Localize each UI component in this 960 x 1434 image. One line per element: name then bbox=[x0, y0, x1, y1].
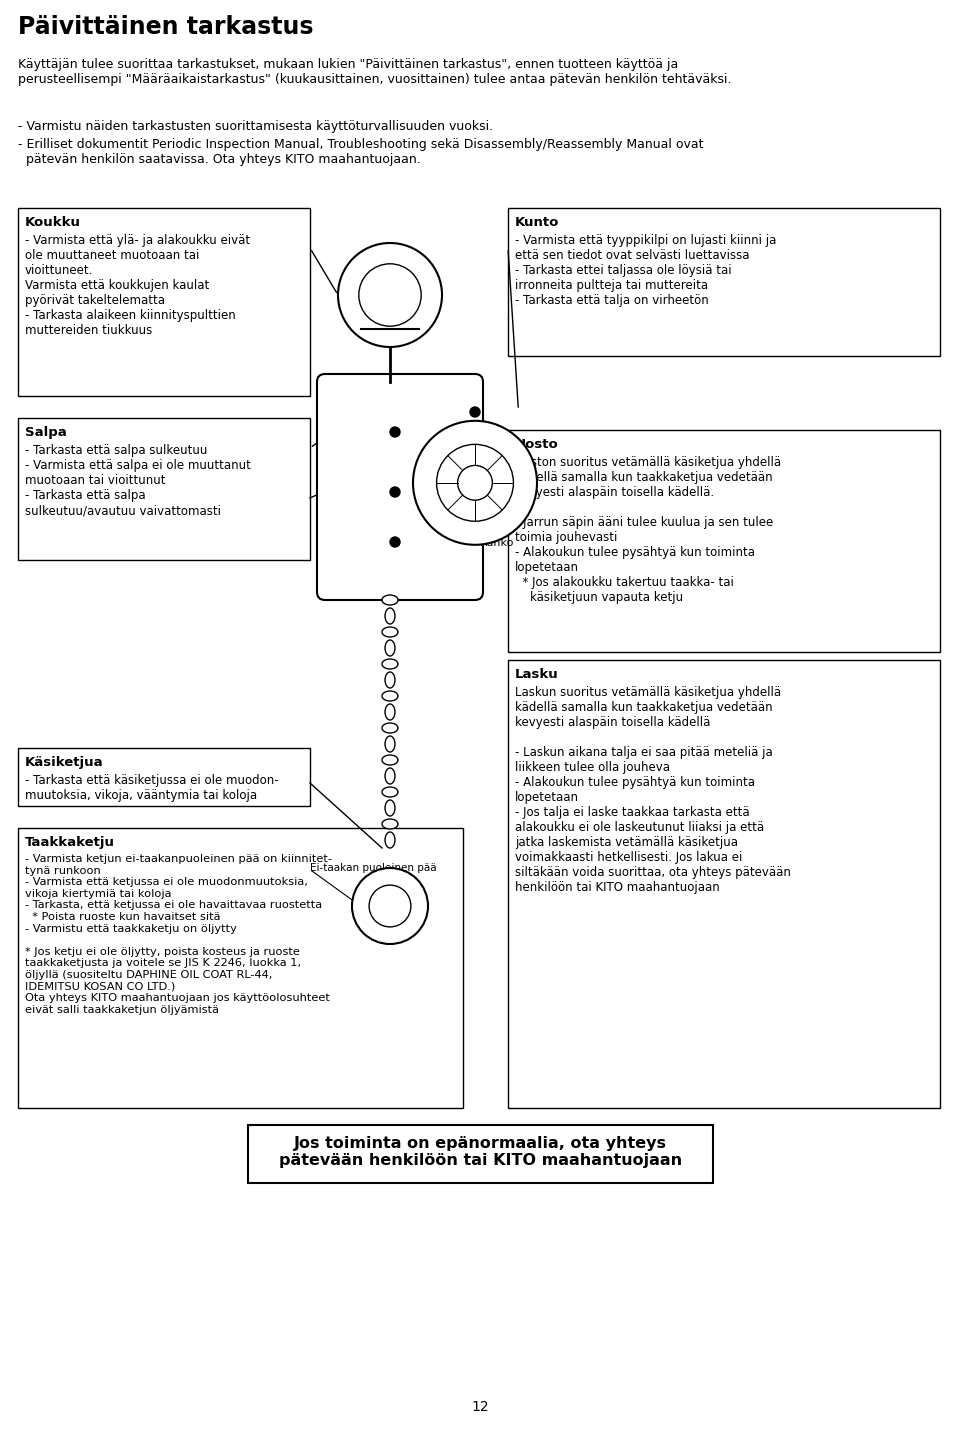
Text: Runko: Runko bbox=[480, 538, 515, 548]
Text: Taakkaketju: Taakkaketju bbox=[25, 836, 115, 849]
Bar bbox=[18, 749, 310, 806]
Text: - Erilliset dokumentit Periodic Inspection Manual, Troubleshooting sekä Disassem: - Erilliset dokumentit Periodic Inspecti… bbox=[18, 138, 704, 166]
Text: Kunto: Kunto bbox=[515, 217, 560, 229]
Text: Käyttäjän tulee suorittaa tarkastukset, mukaan lukien "Päivittäinen tarkastus", : Käyttäjän tulee suorittaa tarkastukset, … bbox=[18, 57, 732, 86]
Circle shape bbox=[390, 488, 400, 498]
Text: - Tarkasta että salpa sulkeutuu
- Varmista että salpa ei ole muuttanut
muotoaan : - Tarkasta että salpa sulkeutuu - Varmis… bbox=[25, 445, 251, 518]
Text: Jos toiminta on epänormaalia, ota yhteys
pätevään henkilöön tai KITO maahantuoja: Jos toiminta on epänormaalia, ota yhteys… bbox=[279, 1136, 682, 1169]
FancyBboxPatch shape bbox=[317, 374, 483, 599]
Ellipse shape bbox=[385, 832, 395, 847]
Ellipse shape bbox=[382, 723, 398, 733]
Circle shape bbox=[359, 264, 421, 326]
Circle shape bbox=[413, 420, 537, 545]
Circle shape bbox=[390, 536, 400, 546]
Text: Nosto: Nosto bbox=[515, 437, 559, 452]
Text: Käsiketjua: Käsiketjua bbox=[25, 756, 104, 769]
Bar bbox=[18, 208, 310, 396]
Circle shape bbox=[338, 242, 442, 347]
Ellipse shape bbox=[382, 595, 398, 605]
Text: - Varmistu näiden tarkastusten suorittamisesta käyttöturvallisuuden vuoksi.: - Varmistu näiden tarkastusten suorittam… bbox=[18, 120, 493, 133]
Text: - Varmista että tyyppikilpi on lujasti kiinni ja
että sen tiedot ovat selvästi l: - Varmista että tyyppikilpi on lujasti k… bbox=[515, 234, 777, 307]
Ellipse shape bbox=[385, 673, 395, 688]
Ellipse shape bbox=[385, 769, 395, 784]
Text: Päivittäinen tarkastus: Päivittäinen tarkastus bbox=[18, 14, 314, 39]
Text: - Tarkasta että käsiketjussa ei ole muodon-
muutoksia, vikoja, vääntymia tai kol: - Tarkasta että käsiketjussa ei ole muod… bbox=[25, 774, 278, 802]
Bar bbox=[18, 417, 310, 561]
Text: - Varmista että ylä- ja alakoukku eivät
ole muuttaneet muotoaan tai
vioittuneet.: - Varmista että ylä- ja alakoukku eivät … bbox=[25, 234, 251, 337]
Ellipse shape bbox=[385, 640, 395, 655]
Text: Salpa: Salpa bbox=[25, 426, 67, 439]
Ellipse shape bbox=[382, 819, 398, 829]
Text: Noston suoritus vetämällä käsiketjua yhdellä
kädellä samalla kun taakkaketjua ve: Noston suoritus vetämällä käsiketjua yhd… bbox=[515, 456, 781, 604]
Circle shape bbox=[369, 885, 411, 926]
Text: Laskun suoritus vetämällä käsiketjua yhdellä
kädellä samalla kun taakkaketjua ve: Laskun suoritus vetämällä käsiketjua yhd… bbox=[515, 685, 791, 893]
Ellipse shape bbox=[382, 660, 398, 670]
Ellipse shape bbox=[382, 787, 398, 797]
Text: Koukku: Koukku bbox=[25, 217, 81, 229]
Bar bbox=[508, 430, 940, 652]
Ellipse shape bbox=[382, 691, 398, 701]
Circle shape bbox=[390, 427, 400, 437]
Bar bbox=[508, 208, 940, 356]
Ellipse shape bbox=[385, 800, 395, 816]
Bar bbox=[18, 827, 463, 1108]
Text: 12: 12 bbox=[471, 1400, 489, 1414]
Text: Ei-taakan puoleinen pää: Ei-taakan puoleinen pää bbox=[310, 863, 437, 873]
Ellipse shape bbox=[382, 754, 398, 764]
Circle shape bbox=[437, 445, 514, 521]
Circle shape bbox=[352, 868, 428, 944]
Text: Lasku: Lasku bbox=[515, 668, 559, 681]
Ellipse shape bbox=[385, 608, 395, 624]
Ellipse shape bbox=[382, 627, 398, 637]
Bar bbox=[508, 660, 940, 1108]
Text: - Varmista ketjun ei-taakanpuoleinen pää on kiinnitet-
tynä runkoon
- Varmista e: - Varmista ketjun ei-taakanpuoleinen pää… bbox=[25, 855, 332, 1015]
Circle shape bbox=[458, 466, 492, 500]
Ellipse shape bbox=[385, 736, 395, 751]
Bar bbox=[248, 1126, 713, 1183]
Ellipse shape bbox=[385, 704, 395, 720]
Circle shape bbox=[470, 407, 480, 417]
